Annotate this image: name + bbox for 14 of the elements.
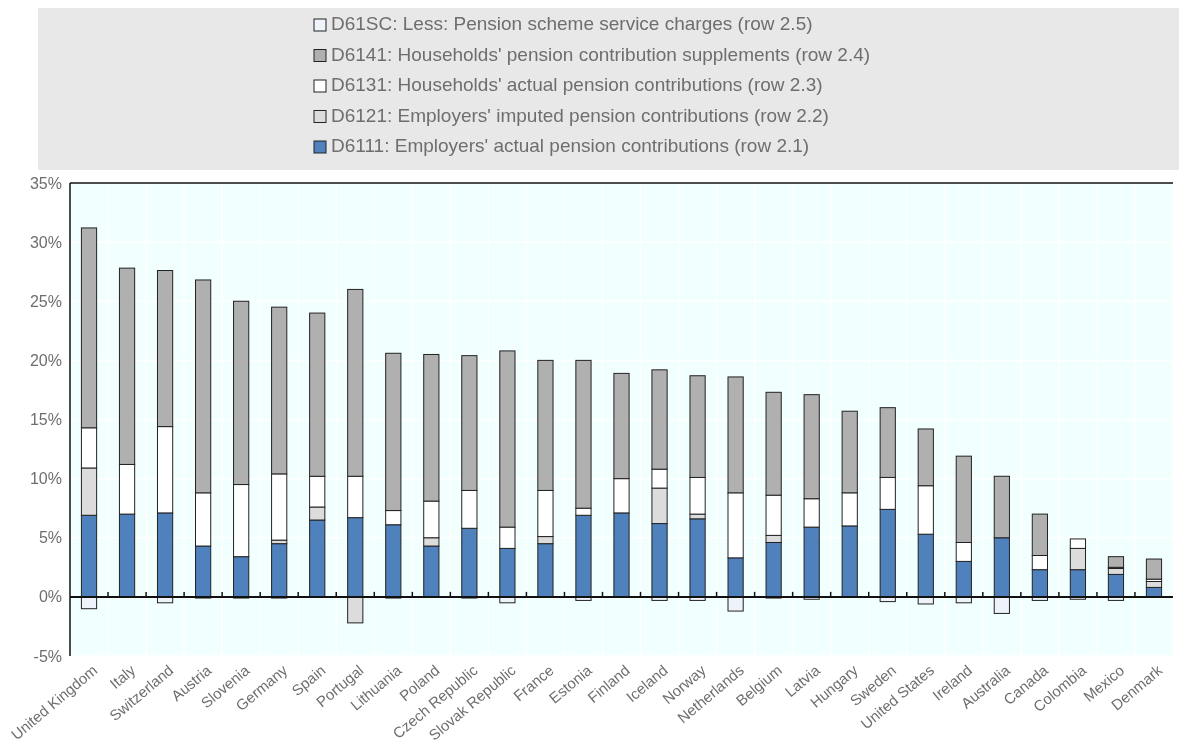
legend-label: D61SC: Less: Pension scheme service charges (row 2.5)	[331, 13, 813, 34]
legend-label: D6121: Employers' imputed pension contributions (row 2.2)	[331, 104, 829, 126]
y-tick-label: 5%	[38, 529, 62, 547]
legend-label: D6141: Households' pension contribution supplements (row 2.4)	[331, 43, 871, 65]
y-tick-label: 15%	[29, 411, 62, 429]
y-tick-label: 35%	[29, 174, 62, 192]
y-tick-label: 30%	[29, 233, 62, 251]
y-tick-label: 0%	[38, 588, 62, 606]
y-tick-label: -5%	[33, 647, 62, 665]
y-tick-label: 20%	[29, 351, 62, 369]
legend-label: D6131: Households' actual pension contributions (row 2.3)	[331, 74, 823, 95]
y-tick-label: 10%	[29, 470, 62, 488]
y-tick-label: 25%	[29, 292, 62, 310]
legend-label: D6111: Employers' actual pension contributions (row 2.1)	[331, 135, 810, 156]
